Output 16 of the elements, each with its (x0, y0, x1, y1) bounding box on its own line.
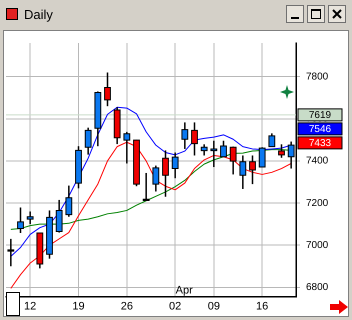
y-tick-label: 7200 (306, 198, 329, 209)
text: 7433 (308, 138, 332, 150)
y-tick-label: 7800 (306, 71, 329, 82)
x-tick-label: 26 (120, 300, 133, 312)
x-tick-label: 02 (169, 300, 182, 312)
y-tick-label: 7400 (306, 156, 329, 167)
y-tick-label: 6800 (306, 282, 329, 294)
ref-line-label: 7619 (308, 110, 332, 122)
text: 7546 (308, 124, 332, 136)
x-tick-label: 19 (72, 300, 85, 312)
annotation: Apr (176, 284, 194, 296)
x-tick-label: 09 (208, 300, 220, 312)
chart-title: Daily (24, 6, 54, 22)
y-tick-label: 7000 (306, 240, 329, 251)
x-tick-label: 12 (24, 300, 36, 312)
x-tick-label: 16 (256, 300, 268, 312)
